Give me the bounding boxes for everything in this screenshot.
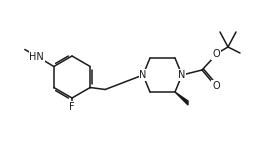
Text: O: O <box>211 49 219 59</box>
Text: F: F <box>69 102 74 112</box>
Text: HN: HN <box>29 51 44 62</box>
Text: O: O <box>211 81 219 91</box>
Text: N: N <box>139 70 146 80</box>
Text: N: N <box>178 70 185 80</box>
Polygon shape <box>174 92 187 105</box>
